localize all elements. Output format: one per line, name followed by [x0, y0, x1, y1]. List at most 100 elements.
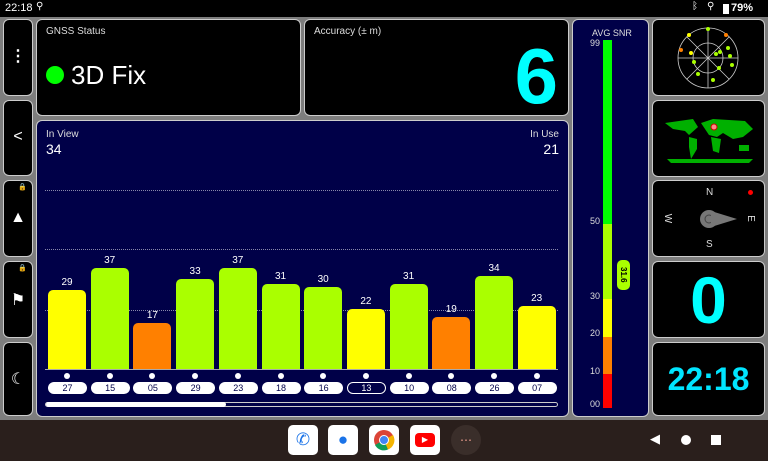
constellation-dot-icon [448, 373, 455, 379]
lock-icon: 🔒 [18, 184, 27, 191]
sky-plot [677, 27, 739, 89]
snr-bar [346, 308, 385, 369]
snr-bar-value: 37 [104, 254, 116, 266]
snr-bar [261, 284, 300, 369]
constellation-dot-icon [533, 373, 540, 379]
share-icon: < [13, 128, 23, 145]
snr-bar [218, 267, 257, 369]
snr-bar-value: 31 [274, 271, 287, 283]
snr-tick: 10 [590, 366, 601, 376]
lock-icon: 🔒 [18, 265, 27, 272]
chart-scrollbar[interactable] [45, 402, 558, 407]
baseline [45, 369, 558, 370]
navigation-arrow-icon: ▲ [10, 209, 26, 226]
snr-tick: 20 [590, 328, 601, 338]
snr-bar [475, 276, 513, 369]
satellite-prn-label[interactable]: 18 [261, 382, 301, 394]
satellite-prn-label[interactable]: 26 [475, 382, 514, 394]
constellation-dot-icon [149, 373, 156, 379]
snr-tick: 50 [590, 216, 601, 226]
scrollbar-thumb[interactable] [46, 402, 226, 407]
gridline [45, 249, 558, 250]
snr-tick: 00 [590, 399, 601, 409]
snr-bar-value: 17 [146, 309, 158, 321]
more-options-button[interactable]: ⋮ [3, 19, 33, 96]
location-icon: ⚲ [707, 1, 715, 12]
youtube-app-icon[interactable]: ▶ [410, 425, 440, 455]
compass-panel[interactable]: N S E W [652, 180, 765, 257]
compass-west: W [662, 213, 674, 224]
status-time: 22:18 [5, 2, 33, 14]
snr-bar-value: 19 [445, 304, 457, 316]
clock-value: 22:18 [667, 361, 750, 397]
satellite-prn-label[interactable]: 23 [218, 382, 258, 394]
snr-bar-value: 23 [531, 293, 543, 305]
constellation-dot-icon [106, 373, 113, 379]
phone-app-icon[interactable]: ✆ [288, 425, 318, 455]
satellite-prn-label[interactable]: 29 [176, 382, 216, 394]
world-map-panel[interactable] [652, 100, 765, 177]
speed-value: 0 [690, 263, 727, 337]
gridline [45, 310, 558, 311]
navigation-button[interactable]: 🔒 ▲ [3, 180, 33, 257]
satellite-prn-label[interactable]: 27 [48, 382, 87, 394]
avg-snr-title: AVG SNR [592, 28, 632, 38]
satellite-prn-label[interactable]: 05 [133, 382, 173, 394]
snr-tick: 30 [590, 291, 601, 301]
world-map [665, 119, 753, 163]
satellite-prn-label[interactable]: 13 [346, 382, 386, 394]
constellation-dot-icon [405, 373, 412, 379]
in-use-label: In Use [530, 129, 559, 140]
share-button[interactable]: < [3, 100, 33, 176]
snr-bar-value: 37 [232, 254, 244, 266]
constellation-dot-icon [362, 373, 369, 379]
satellite-prn-label[interactable]: 10 [389, 382, 429, 394]
fix-indicator-icon [46, 66, 64, 84]
snr-bar [133, 322, 172, 369]
gridline [45, 190, 558, 191]
battery-level: 79% [731, 2, 754, 14]
clock-panel: 22:18 [652, 342, 765, 416]
back-button[interactable]: ◀ [650, 431, 660, 446]
app-drawer-icon[interactable]: ⋯ [451, 425, 481, 455]
constellation-dot-icon [192, 373, 199, 379]
accuracy-value: 6 [514, 32, 558, 120]
satellite-prn-label[interactable]: 08 [432, 382, 472, 394]
in-use-count: 21 [543, 141, 559, 157]
compass-south: S [706, 239, 713, 250]
snr-bar [389, 284, 428, 369]
constellation-dot-icon [64, 373, 70, 379]
satellite-prn-label[interactable]: 16 [304, 382, 344, 394]
messages-app-icon[interactable]: ● [328, 425, 358, 455]
accuracy-title: Accuracy (± m) [314, 26, 382, 37]
snr-bar [48, 289, 86, 369]
snr-bar [432, 317, 471, 369]
snr-bar [90, 267, 129, 369]
bluetooth-icon: ᛒ [692, 1, 698, 12]
snr-bar-value: 31 [403, 271, 415, 283]
recents-button[interactable] [711, 435, 721, 445]
snr-bar [176, 278, 215, 369]
satellite-prn-label[interactable]: 07 [517, 382, 557, 394]
more-vert-icon: ⋮ [10, 48, 26, 65]
avg-snr-value: 31.6 [617, 260, 630, 290]
snr-bar-value: 33 [189, 265, 201, 277]
snr-bar-value: 30 [317, 274, 329, 286]
in-view-label: In View [46, 129, 79, 140]
speed-panel: 0 [652, 261, 765, 338]
compass-needle-icon [700, 210, 737, 228]
constellation-dot-icon [491, 373, 497, 379]
satellite-prn-label[interactable]: 15 [90, 382, 130, 394]
night-mode-button[interactable]: ☾ [3, 342, 33, 416]
fix-status: 3D Fix [71, 60, 147, 90]
snr-bar-value: 22 [360, 295, 372, 307]
chrome-app-icon[interactable] [369, 425, 399, 455]
constellation-dot-icon [234, 373, 241, 379]
gnss-status-panel: GNSS Status 3D Fix [36, 19, 301, 116]
home-button[interactable] [681, 435, 691, 445]
location-icon: ⚲ [36, 1, 44, 12]
sky-plot-panel[interactable] [652, 19, 765, 96]
person-flag-button[interactable]: 🔒 ⚑ [3, 261, 33, 338]
compass-north: N [706, 187, 714, 198]
status-dot-icon [748, 190, 753, 195]
